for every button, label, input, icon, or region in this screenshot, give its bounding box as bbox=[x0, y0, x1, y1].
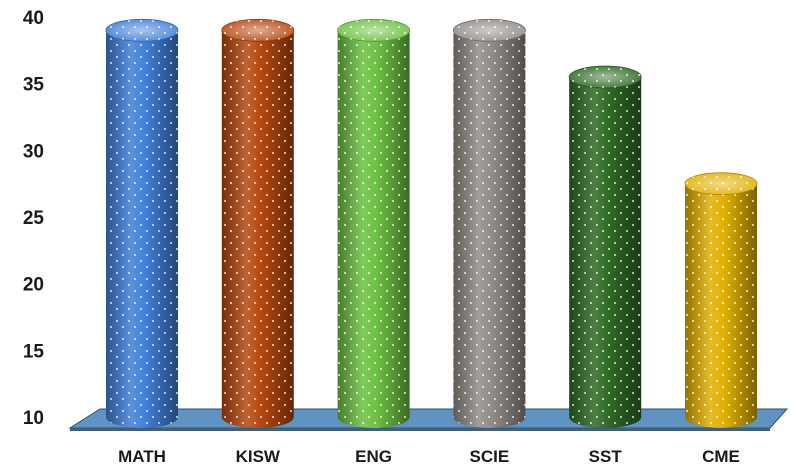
y-tick-label: 10 bbox=[23, 408, 44, 429]
bar-top-texture bbox=[453, 19, 526, 42]
bar-texture bbox=[685, 183, 757, 428]
bar-kisw bbox=[221, 18, 295, 428]
bar-top-texture bbox=[106, 19, 178, 42]
chart-floor-edge bbox=[70, 428, 770, 431]
bar-math bbox=[105, 18, 179, 428]
bar-texture bbox=[221, 30, 294, 428]
bar-texture bbox=[453, 30, 526, 428]
x-category-label: SCIE bbox=[470, 447, 510, 466]
bar-texture bbox=[569, 77, 642, 428]
x-category-label: KISW bbox=[236, 447, 281, 466]
bar-top-texture bbox=[685, 172, 757, 195]
bar-top-texture bbox=[221, 19, 294, 42]
bar-top-texture bbox=[569, 66, 642, 88]
y-tick-label: 35 bbox=[23, 75, 45, 96]
x-axis-labels: MATH KISW ENG SCIE SST CME bbox=[118, 447, 740, 466]
bar-sst bbox=[568, 65, 642, 428]
y-tick-label: 15 bbox=[23, 341, 45, 362]
bar-cme bbox=[684, 172, 758, 428]
x-category-label: SST bbox=[589, 447, 623, 466]
bar-texture bbox=[337, 30, 410, 428]
x-category-label: MATH bbox=[118, 447, 166, 466]
bar-top-texture bbox=[337, 19, 410, 42]
bar-texture bbox=[106, 30, 178, 428]
bar-eng bbox=[337, 18, 411, 428]
x-category-label: ENG bbox=[355, 447, 392, 466]
y-tick-label: 25 bbox=[23, 208, 45, 229]
y-axis-ticks: 10 15 20 25 30 35 40 bbox=[23, 8, 45, 429]
y-tick-label: 30 bbox=[23, 141, 44, 162]
x-category-label: CME bbox=[702, 447, 740, 466]
y-tick-label: 40 bbox=[23, 8, 44, 29]
bars-group bbox=[105, 18, 758, 428]
bar-scie bbox=[452, 18, 526, 428]
y-tick-label: 20 bbox=[23, 275, 44, 296]
